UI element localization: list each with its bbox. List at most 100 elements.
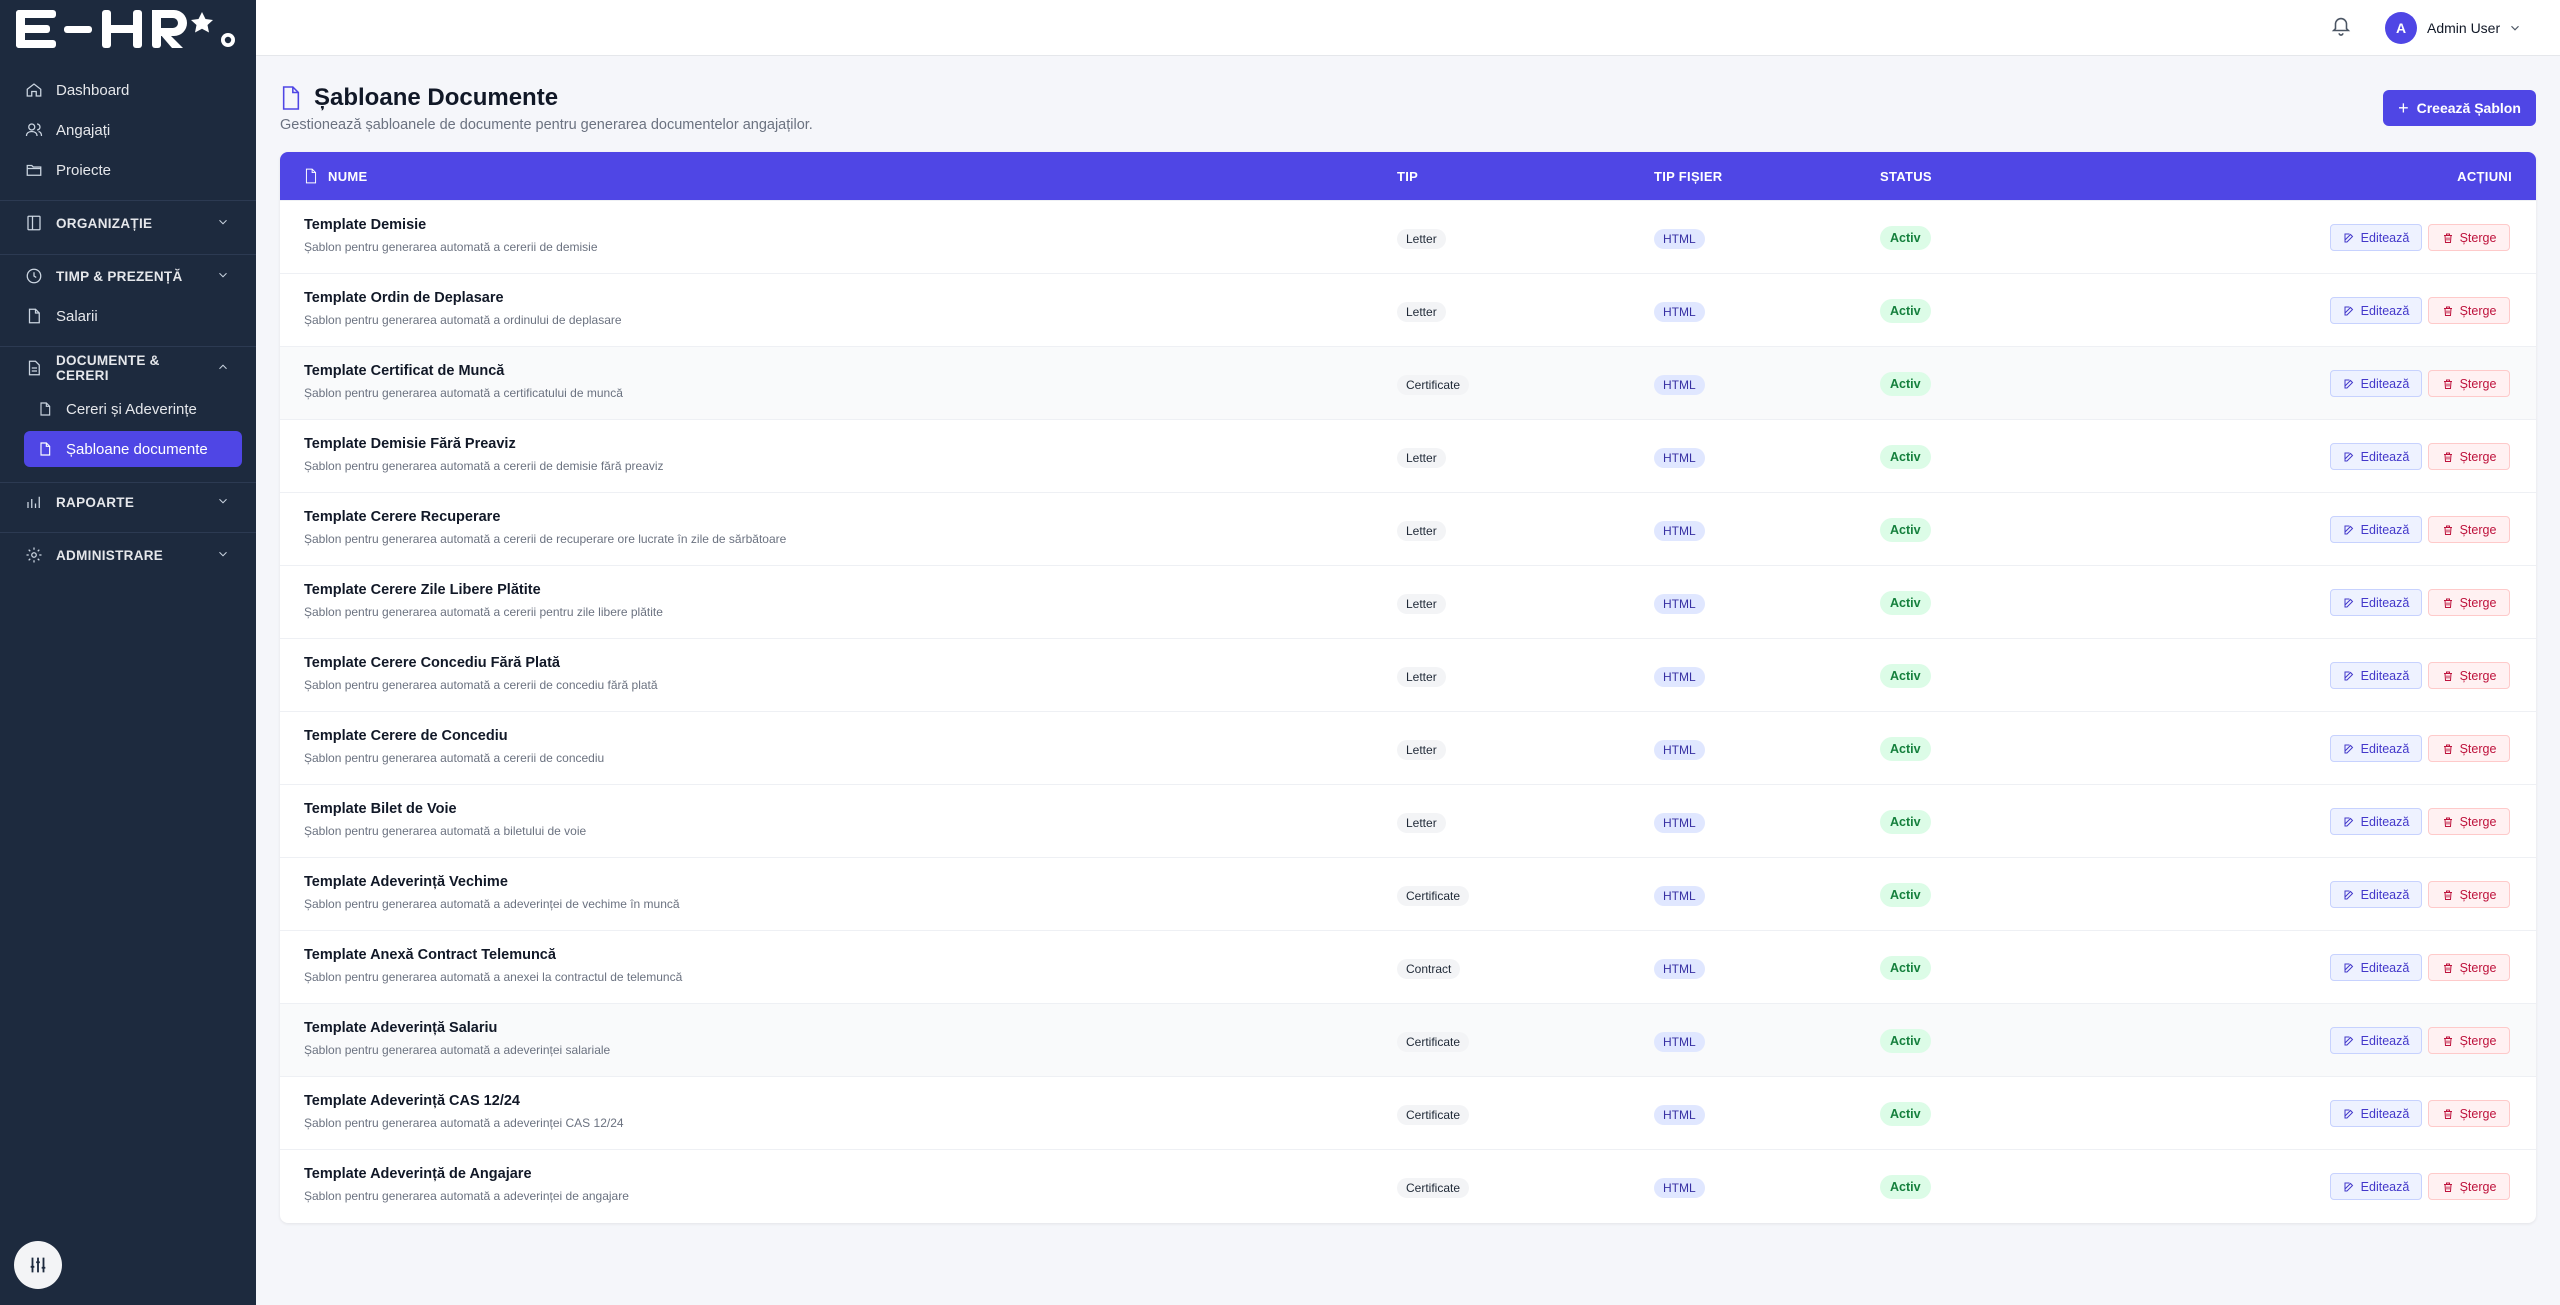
- edit-button[interactable]: Editează: [2330, 224, 2422, 251]
- delete-button[interactable]: Șterge: [2428, 735, 2510, 762]
- template-name-cell: Template Adeverință Vechime Șablon pentru…: [304, 874, 680, 911]
- table-row[interactable]: Template Adeverință Salariu Șablon pentru…: [280, 1003, 2536, 1076]
- type-badge: Letter: [1397, 229, 1446, 249]
- sidebar-section-documente-cereri[interactable]: DOCUMENTE & CERERI: [24, 352, 232, 384]
- edit-button[interactable]: Editează: [2330, 808, 2422, 835]
- edit-button[interactable]: Editează: [2330, 1027, 2422, 1054]
- template-title: Template Bilet de Voie: [304, 801, 457, 817]
- template-name-cell: Template Adeverință de Angajare Șablon pe…: [304, 1166, 629, 1203]
- sidebar-item-salarii[interactable]: Salarii: [24, 300, 242, 332]
- edit-button[interactable]: Editează: [2330, 297, 2422, 324]
- edit-button[interactable]: Editează: [2330, 589, 2422, 616]
- delete-button[interactable]: Șterge: [2428, 224, 2510, 251]
- avatar: A: [2385, 12, 2417, 44]
- edit-button[interactable]: Editează: [2330, 370, 2422, 397]
- e-hr-logo[interactable]: [14, 6, 244, 52]
- sidebar-section-label: ADMINISTRARE: [56, 547, 164, 563]
- sidebar-subitem-sabloane-documente[interactable]: Șabloane documente: [24, 431, 242, 467]
- sidebar-item-label: Salarii: [56, 307, 98, 325]
- edit-button[interactable]: Editează: [2330, 1100, 2422, 1127]
- edit-button[interactable]: Editează: [2330, 443, 2422, 470]
- user-menu[interactable]: A Admin User: [2385, 11, 2522, 45]
- delete-label: Șterge: [2459, 668, 2497, 683]
- template-description: Șablon pentru generarea automată a adeve…: [304, 1116, 624, 1130]
- create-template-button[interactable]: + Creează Șablon: [2383, 90, 2536, 126]
- table-row[interactable]: Template Ordin de Deplasare Șablon pentru…: [280, 273, 2536, 346]
- document-icon: [24, 358, 44, 378]
- template-title: Template Ordin de Deplasare: [304, 290, 504, 306]
- table-row[interactable]: Template Demisie Șablon pentru generarea …: [280, 200, 2536, 273]
- delete-button[interactable]: Șterge: [2428, 1100, 2510, 1127]
- edit-button[interactable]: Editează: [2330, 954, 2422, 981]
- delete-button[interactable]: Șterge: [2428, 1027, 2510, 1054]
- edit-icon: [2343, 889, 2361, 901]
- table-row[interactable]: Template Demisie Fără Preaviz Șablon pent…: [280, 419, 2536, 492]
- sidebar-item-dashboard[interactable]: Dashboard: [24, 74, 242, 106]
- type-badge: Certificate: [1397, 886, 1470, 906]
- sliders-button[interactable]: [14, 1241, 62, 1289]
- type-badge: Letter: [1397, 448, 1446, 468]
- sidebar-section-timp-prezenta[interactable]: TIMP & PREZENȚĂ: [24, 260, 232, 292]
- sidebar-section-organizatie[interactable]: ORGANIZAȚIE: [24, 207, 232, 239]
- sidebar-item-proiecte[interactable]: Proiecte: [24, 154, 242, 186]
- template-description: Șablon pentru generarea automată a adeve…: [304, 897, 680, 911]
- delete-button[interactable]: Șterge: [2428, 954, 2510, 981]
- delete-button[interactable]: Șterge: [2428, 370, 2510, 397]
- edit-button[interactable]: Editează: [2330, 735, 2422, 762]
- chevron-up-icon: [216, 360, 232, 376]
- table-row[interactable]: Template Anexă Contract Telemuncă Șablon …: [280, 930, 2536, 1003]
- file-type-badge: HTML: [1654, 302, 1705, 322]
- delete-button[interactable]: Șterge: [2428, 297, 2510, 324]
- chevron-down-icon: [216, 547, 232, 563]
- table-row[interactable]: Template Cerere de Concediu Șablon pentru…: [280, 711, 2536, 784]
- create-template-label: Creează Șablon: [2416, 100, 2521, 116]
- notifications-bell-icon[interactable]: [2330, 14, 2352, 38]
- table-row[interactable]: Template Adeverință de Angajare Șablon pe…: [280, 1149, 2536, 1222]
- sidebar-section-administrare[interactable]: ADMINISTRARE: [24, 539, 232, 571]
- delete-label: Șterge: [2459, 449, 2497, 464]
- trash-icon: [2442, 524, 2460, 536]
- column-header-actions: ACȚIUNI: [2457, 168, 2512, 184]
- table-row[interactable]: Template Cerere Concediu Fără Plată Șablo…: [280, 638, 2536, 711]
- column-header-label: NUME: [328, 168, 368, 184]
- document-icon: [305, 168, 317, 184]
- delete-button[interactable]: Șterge: [2428, 589, 2510, 616]
- delete-button[interactable]: Șterge: [2428, 1173, 2510, 1200]
- sidebar-subitem-cereri-adeverinte[interactable]: Cereri și Adeverințe: [24, 391, 242, 427]
- column-header-name[interactable]: NUME: [304, 152, 367, 200]
- template-name-cell: Template Anexă Contract Telemuncă Șablon …: [304, 947, 682, 984]
- delete-label: Șterge: [2459, 230, 2497, 245]
- table-row[interactable]: Template Bilet de Voie Șablon pentru gene…: [280, 784, 2536, 857]
- edit-button[interactable]: Editează: [2330, 662, 2422, 689]
- delete-button[interactable]: Șterge: [2428, 881, 2510, 908]
- building-icon: [24, 213, 44, 233]
- table-row[interactable]: Template Cerere Recuperare Șablon pentru …: [280, 492, 2536, 565]
- edit-button[interactable]: Editează: [2330, 881, 2422, 908]
- chart-icon: [24, 492, 44, 512]
- delete-button[interactable]: Șterge: [2428, 516, 2510, 543]
- sidebar-section-rapoarte[interactable]: RAPOARTE: [24, 486, 232, 518]
- table-row[interactable]: Template Adeverință Vechime Șablon pentru…: [280, 857, 2536, 930]
- delete-button[interactable]: Șterge: [2428, 808, 2510, 835]
- template-title: Template Adeverință Vechime: [304, 874, 508, 890]
- table-row[interactable]: Template Certificat de Muncă Șablon pentr…: [280, 346, 2536, 419]
- edit-label: Editează: [2360, 1033, 2410, 1048]
- edit-button[interactable]: Editează: [2330, 516, 2422, 543]
- table-row[interactable]: Template Cerere Zile Libere Plătite Șablo…: [280, 565, 2536, 638]
- template-name-cell: Template Cerere Zile Libere Plătite Șablo…: [304, 582, 663, 619]
- type-badge: Certificate: [1397, 1178, 1470, 1198]
- status-badge: Activ: [1880, 1102, 1931, 1126]
- delete-button[interactable]: Șterge: [2428, 443, 2510, 470]
- template-name-cell: Template Adeverință Salariu Șablon pentru…: [304, 1020, 610, 1057]
- template-description: Șablon pentru generarea automată a adeve…: [304, 1043, 611, 1057]
- edit-icon: [2343, 1108, 2361, 1120]
- trash-icon: [2442, 232, 2460, 244]
- sidebar-item-angajati[interactable]: Angajați: [24, 114, 242, 146]
- table-row[interactable]: Template Adeverință CAS 12/24 Șablon pent…: [280, 1076, 2536, 1149]
- template-description: Șablon pentru generarea automată a cerer…: [304, 240, 598, 254]
- template-title: Template Cerere Concediu Fără Plată: [304, 655, 560, 671]
- delete-button[interactable]: Șterge: [2428, 662, 2510, 689]
- edit-button[interactable]: Editează: [2330, 1173, 2422, 1200]
- file-type-badge: HTML: [1654, 448, 1705, 468]
- template-title: Template Cerere Recuperare: [304, 509, 501, 525]
